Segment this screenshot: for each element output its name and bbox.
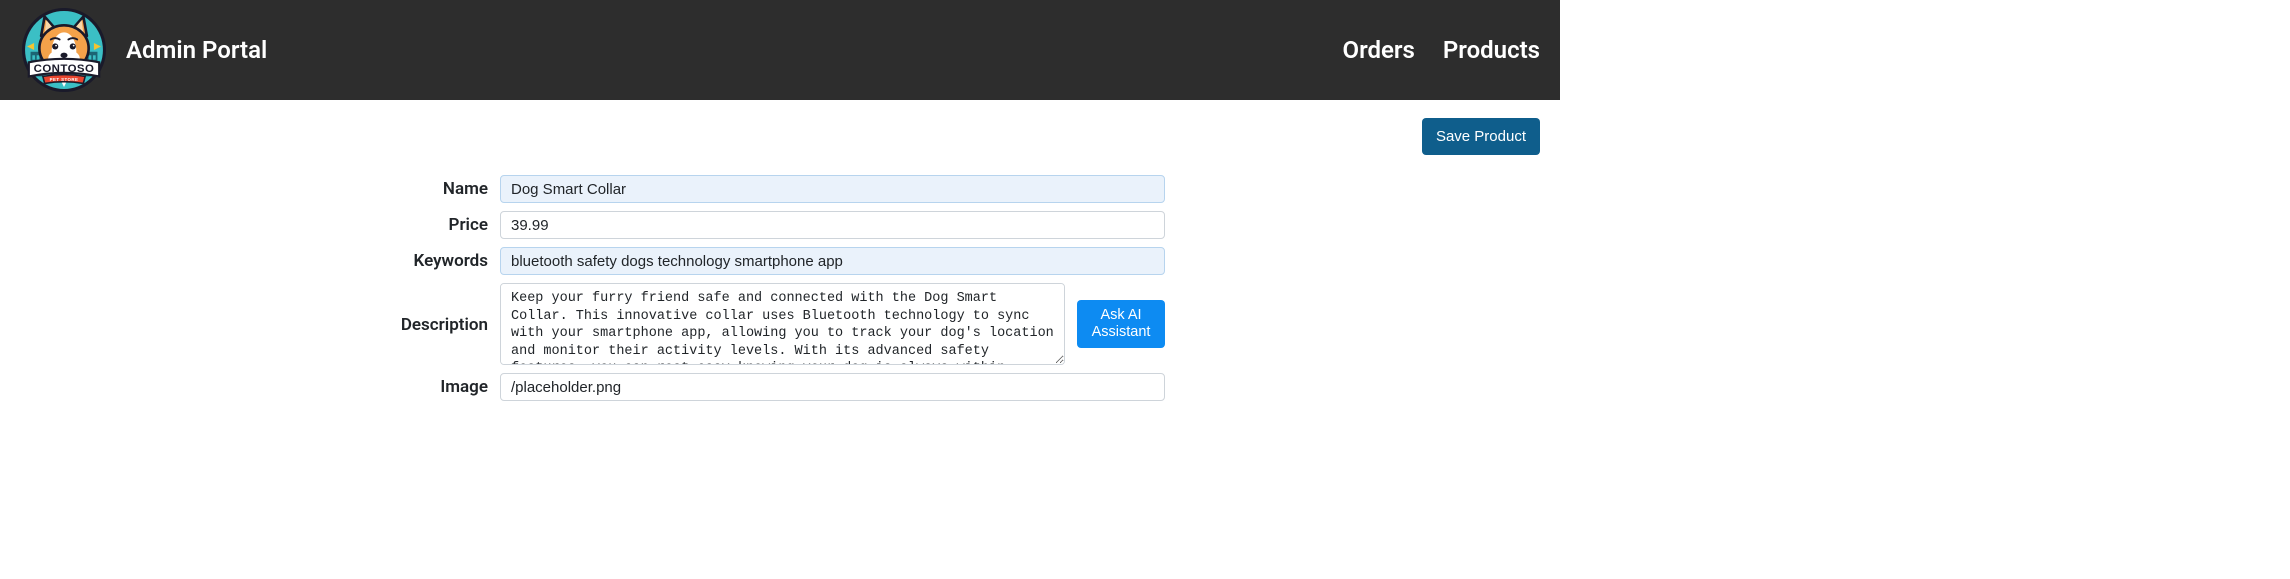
label-price: Price (395, 215, 500, 235)
action-bar: Save Product (20, 118, 1540, 155)
nav-orders[interactable]: Orders (1343, 36, 1415, 64)
description-wrap: Ask AI Assistant (500, 283, 1165, 365)
keywords-input[interactable] (500, 247, 1165, 275)
brand-logo: CONTOSO PET STORE (20, 6, 108, 94)
name-input[interactable] (500, 175, 1165, 203)
top-nav: Orders Products (1343, 36, 1540, 64)
row-name: Name (395, 175, 1165, 203)
svg-text:PET STORE: PET STORE (50, 77, 79, 82)
top-header: CONTOSO PET STORE Admin Portal Orders Pr… (0, 0, 1560, 100)
image-input[interactable] (500, 373, 1165, 401)
label-image: Image (395, 377, 500, 397)
price-input[interactable] (500, 211, 1165, 239)
svg-text:CONTOSO: CONTOSO (34, 63, 95, 75)
row-description: Description Ask AI Assistant (395, 283, 1165, 365)
header-left: CONTOSO PET STORE Admin Portal (20, 6, 267, 94)
page-title: Admin Portal (126, 36, 267, 64)
row-price: Price (395, 211, 1165, 239)
label-description: Description (395, 283, 500, 335)
content-area: Save Product Name Price Keywords Descrip… (0, 100, 1560, 427)
save-product-button[interactable]: Save Product (1422, 118, 1540, 155)
nav-products[interactable]: Products (1443, 36, 1540, 64)
label-name: Name (395, 179, 500, 199)
row-keywords: Keywords (395, 247, 1165, 275)
row-image: Image (395, 373, 1165, 401)
label-keywords: Keywords (395, 251, 500, 271)
description-textarea[interactable] (500, 283, 1065, 365)
product-form: Name Price Keywords Description Ask AI A… (395, 175, 1165, 401)
ask-ai-button[interactable]: Ask AI Assistant (1077, 300, 1165, 348)
